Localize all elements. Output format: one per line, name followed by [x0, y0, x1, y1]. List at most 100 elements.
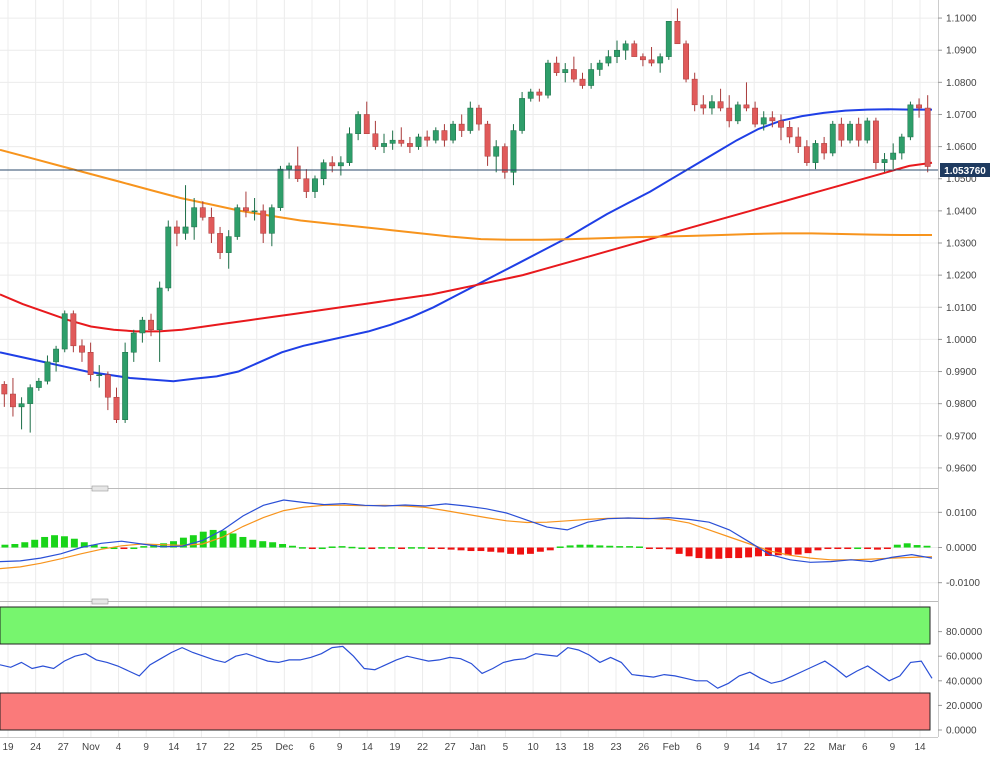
- candle-body: [536, 91, 543, 96]
- macd-histogram-bar: [893, 544, 901, 548]
- time-tick-label: 10: [528, 742, 540, 753]
- candle: [838, 117, 845, 147]
- moving-average-line: [0, 161, 933, 333]
- candle: [243, 191, 249, 218]
- candle: [683, 40, 689, 83]
- time-tick-label: 9: [890, 742, 896, 753]
- macd-histogram-bar: [764, 547, 772, 556]
- candle: [260, 204, 267, 243]
- candle-body: [225, 236, 232, 253]
- macd-histogram-bar: [844, 547, 852, 550]
- candle-body: [415, 136, 422, 147]
- price-tick-label: 0.9900: [946, 367, 977, 378]
- candle-body: [294, 165, 301, 179]
- macd-histogram-bar: [407, 547, 415, 549]
- macd-histogram-bar: [854, 547, 862, 550]
- candle: [217, 226, 223, 260]
- candle-body: [329, 162, 336, 167]
- candle: [752, 101, 759, 128]
- candle: [527, 88, 534, 102]
- candle-body: [855, 123, 862, 141]
- candle-body: [61, 313, 68, 350]
- macd-histogram-bar: [517, 547, 525, 555]
- current-price-label: 1.053760: [944, 166, 986, 177]
- candle-body: [752, 107, 759, 125]
- macd-histogram-bar: [695, 547, 703, 559]
- candle: [622, 40, 629, 60]
- candle-body: [838, 123, 845, 141]
- candle-body: [881, 159, 888, 163]
- candle: [648, 46, 655, 67]
- candle: [139, 316, 146, 343]
- macd-histogram-bar: [41, 536, 49, 548]
- candle-body: [191, 207, 198, 228]
- rsi-tick-label: 0.0000: [946, 726, 977, 737]
- macd-histogram-bar: [467, 547, 475, 552]
- candle-body: [156, 287, 163, 331]
- candle: [303, 169, 310, 199]
- candle: [493, 140, 500, 173]
- macd-histogram-bar: [140, 546, 148, 548]
- candle: [27, 384, 34, 433]
- candle-body: [277, 168, 284, 208]
- candle-body: [406, 143, 413, 147]
- macd-histogram-bar: [804, 547, 812, 554]
- candle: [709, 95, 715, 115]
- candle-body: [614, 49, 620, 57]
- candle: [53, 345, 60, 372]
- macd-histogram-bar: [130, 547, 138, 550]
- candle: [907, 101, 914, 141]
- resize-handle-2[interactable]: [91, 598, 109, 605]
- macd-histogram-bar: [398, 547, 406, 550]
- time-tick-label: 17: [196, 742, 208, 753]
- candle: [700, 95, 707, 115]
- candle-body: [898, 136, 905, 154]
- time-tick-label: 14: [749, 742, 761, 753]
- candle: [312, 175, 318, 199]
- macd-histogram-bar: [447, 547, 455, 550]
- macd-histogram-bar: [784, 547, 792, 556]
- macd-histogram-bar: [229, 533, 237, 548]
- candle: [605, 50, 612, 67]
- candle: [113, 387, 120, 423]
- candle: [208, 207, 215, 243]
- macd-histogram-bar: [348, 546, 356, 549]
- macd-histogram-bar: [219, 530, 227, 548]
- candle-body: [510, 130, 517, 173]
- candle: [363, 101, 370, 134]
- candle: [70, 310, 77, 353]
- candle-body: [717, 101, 724, 109]
- candle-body: [570, 69, 577, 80]
- macd-histogram-bar: [368, 547, 376, 550]
- candle-body: [527, 91, 534, 99]
- candle-body: [286, 165, 293, 170]
- macd-histogram-bar: [358, 547, 366, 550]
- rsi-tick-label: 80.0000: [946, 627, 983, 638]
- macd-histogram-bar: [457, 547, 465, 551]
- time-tick-label: 22: [804, 742, 816, 753]
- candle: [545, 59, 551, 99]
- candle: [35, 377, 42, 391]
- candle: [148, 313, 154, 337]
- candle-body: [268, 207, 275, 234]
- time-tick-label: 14: [168, 742, 180, 753]
- candle-body: [450, 123, 456, 141]
- macd-histogram-bar: [566, 545, 574, 548]
- candle: [346, 127, 353, 166]
- candle: [251, 198, 258, 221]
- candle: [173, 220, 180, 247]
- time-tick-label: 17: [776, 742, 788, 753]
- time-tick-label: 6: [862, 742, 868, 753]
- candle-body: [726, 107, 733, 122]
- macd-histogram-bar: [576, 544, 584, 548]
- candle-body: [363, 114, 370, 134]
- macd-indicator: [0, 499, 933, 570]
- candle: [596, 59, 603, 76]
- moving-average-line: [0, 148, 932, 241]
- resize-handle-1[interactable]: [91, 485, 109, 492]
- candle-body: [778, 120, 784, 128]
- candle: [510, 124, 517, 186]
- candle-body: [907, 104, 914, 138]
- candle: [821, 136, 828, 160]
